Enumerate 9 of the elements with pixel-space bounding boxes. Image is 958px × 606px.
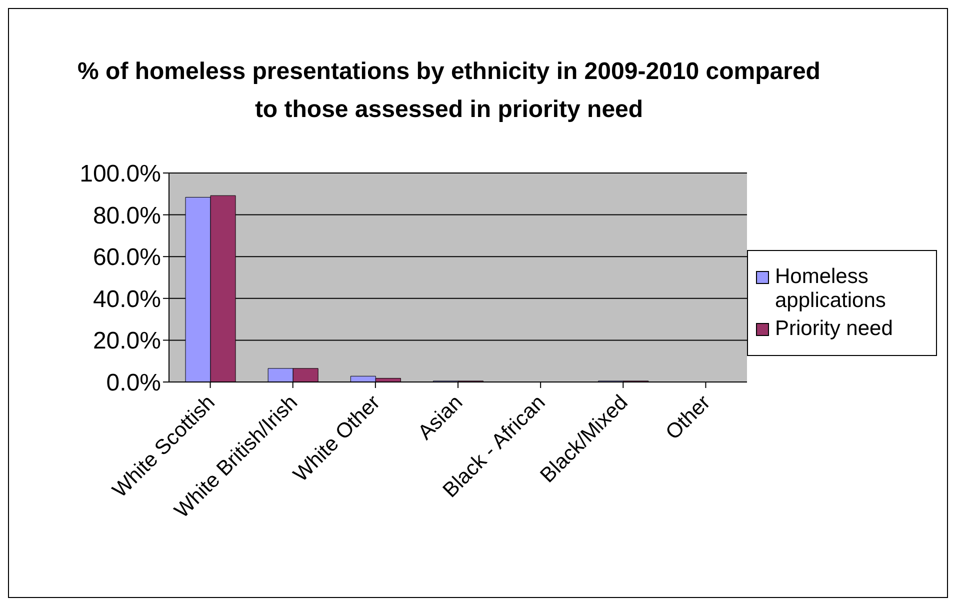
legend-label: Priority need xyxy=(775,317,893,341)
y-tick-label: 0.0% xyxy=(106,370,161,397)
y-tick-label: 60.0% xyxy=(92,244,161,272)
y-tick-label: 100.0% xyxy=(80,160,161,188)
legend-label: Homeless applications xyxy=(775,265,887,313)
y-tick-label: 80.0% xyxy=(92,202,161,230)
y-tick-label: 20.0% xyxy=(92,328,161,355)
chart-title: % of homeless presentations by ethnicity in 2009-2010 compared to those assessed in priority need xyxy=(76,57,822,125)
y-tick-label: 40.0% xyxy=(92,286,161,313)
